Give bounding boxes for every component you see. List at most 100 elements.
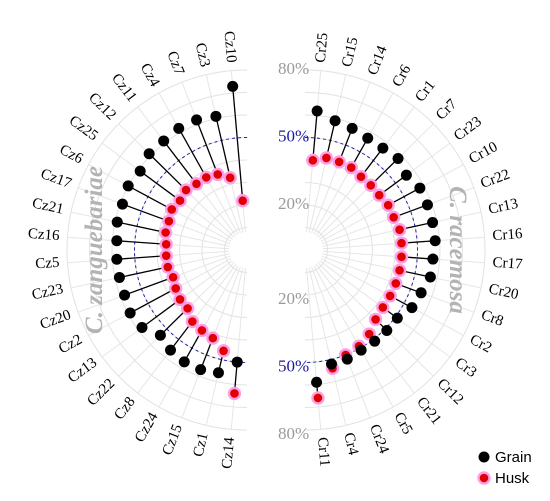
grid-ring-right	[304, 182, 373, 318]
husk-point-Cr6	[344, 160, 358, 175]
husk-point-Cr20	[392, 263, 407, 278]
stem-Cz20	[124, 276, 174, 296]
grain-point-Cz17	[116, 198, 128, 210]
husk-point-Cr23	[372, 188, 386, 202]
stem-Cz21	[117, 221, 166, 234]
grain-point-Cz5	[111, 253, 123, 265]
reference-ring-50-left	[134, 137, 248, 363]
grain-point-Cz6	[122, 180, 134, 192]
radial-tick-80-top: 80%	[278, 59, 309, 78]
grid-ring-right	[304, 92, 463, 408]
category-label-Cz24: Cz24	[132, 409, 162, 445]
grid-ring-right	[304, 69, 486, 431]
radial-tick-20-bottom: 20%	[278, 289, 309, 308]
category-label-Cr6: Cr6	[389, 62, 414, 90]
husk-point-Cz16	[159, 237, 173, 251]
reference-rings	[134, 137, 418, 363]
grain-point-Cr17	[427, 253, 439, 265]
stem-Cz7	[195, 119, 219, 175]
husk-point-Cz4	[199, 170, 213, 185]
category-label-Cr13: Cr13	[487, 196, 520, 218]
category-label-Cr16: Cr16	[492, 226, 524, 244]
grain-point-Cz23	[113, 271, 125, 283]
grain-point-Cz1	[212, 367, 224, 379]
radial-tick-80-bottom: 80%	[278, 424, 309, 443]
category-label-Cr24: Cr24	[366, 422, 392, 456]
category-label-Cz12: Cz12	[85, 90, 119, 124]
grid-ring-left	[89, 92, 248, 408]
category-label-Cr1: Cr1	[412, 78, 438, 106]
husk-point-Cz17	[162, 214, 176, 228]
grain-point-Cr8	[415, 287, 427, 299]
husk-point-Cz1	[216, 344, 231, 358]
stem-Cz4	[178, 128, 207, 178]
husk-point-Cz13	[173, 292, 187, 307]
species-labels: C. zanguebariae C. racemosa	[81, 166, 471, 334]
grain-point-Cz24	[178, 356, 190, 368]
husk-point-Cz22	[180, 301, 195, 316]
category-label-Cr17: Cr17	[492, 255, 524, 273]
grid-ring-left	[111, 114, 248, 386]
husk-point-Cr12	[368, 312, 383, 327]
stem-Cz6	[127, 185, 173, 210]
husk-point-Cz14	[227, 386, 242, 401]
radial-tick-50-bottom: 50%	[278, 357, 309, 376]
grain-point-Cz2	[124, 307, 136, 319]
husk-point-Cz23	[161, 260, 175, 274]
category-label-Cr14: Cr14	[365, 43, 391, 77]
species-label-right: C. racemosa	[444, 186, 471, 314]
legend-grain-label: Grain	[495, 449, 532, 466]
radial-tick-50-top: 50%	[278, 127, 309, 146]
grain-point-Cz8	[165, 344, 177, 356]
grain-point-Cz4	[173, 122, 185, 134]
stem-Cz5	[116, 255, 167, 260]
grain-point-Cr21	[369, 335, 381, 347]
grid-ring-left	[179, 182, 248, 318]
legend-husk-label: Husk	[495, 470, 530, 487]
husk-point-Cz7	[211, 167, 225, 182]
category-label-Cz6: Cz6	[57, 142, 86, 168]
category-label-Cz21: Cz21	[31, 195, 65, 217]
husk-point-Cz20	[166, 270, 180, 284]
category-label-Cr7: Cr7	[433, 96, 461, 124]
stem-Cz11	[163, 140, 197, 185]
grain-point-Cz14	[231, 356, 243, 368]
grain-point-Cr23	[400, 169, 412, 181]
grain-point-Cr11	[311, 376, 323, 388]
grain-point-Cr4	[326, 358, 338, 370]
stem-Cz17	[122, 203, 170, 222]
grain-point-Cr25	[311, 105, 323, 117]
husk-point-Cz24	[195, 323, 209, 338]
grain-point-Cz7	[191, 114, 203, 126]
grain-point-Cr2	[406, 302, 418, 314]
husk-point-Cr1	[354, 169, 368, 184]
husk-point-Cz25	[173, 193, 187, 208]
husk-point-Cr13	[392, 222, 407, 237]
grain-point-Cr13	[427, 217, 439, 229]
category-label-Cz20: Cz20	[38, 307, 73, 333]
stem-Cz25	[139, 170, 181, 202]
spoke-left	[230, 267, 246, 430]
grid-ring-right	[304, 204, 351, 296]
grain-point-Cr1	[377, 142, 389, 154]
category-label-Cz1: Cz1	[191, 431, 212, 458]
category-label-Cz7: Cz7	[163, 49, 187, 78]
grain-point-Cz15	[195, 364, 207, 376]
husk-point-Cz11	[189, 177, 204, 191]
husk-point-Cz21	[158, 225, 173, 240]
husk-point-Cr15	[319, 151, 334, 165]
grain-point-Cz3	[210, 110, 222, 122]
category-label-Cr8: Cr8	[479, 307, 506, 330]
category-label-Cr25: Cr25	[313, 32, 332, 63]
grain-point-Cz20	[119, 289, 131, 301]
grain-point-Cr14	[346, 122, 358, 134]
husk-point-Cz15	[206, 331, 220, 345]
radial-tick-labels: 20% 20% 50% 50% 80% 80%	[278, 59, 309, 443]
category-label-Cz10: Cz10	[220, 30, 239, 63]
category-label-Cr10: Cr10	[466, 139, 500, 167]
grain-point-Cz13	[136, 321, 148, 333]
category-label-Cz22: Cz22	[84, 376, 118, 410]
grain-point-Cr15	[329, 115, 341, 127]
grain-points	[111, 80, 441, 388]
category-label-Cz23: Cz23	[30, 281, 64, 303]
